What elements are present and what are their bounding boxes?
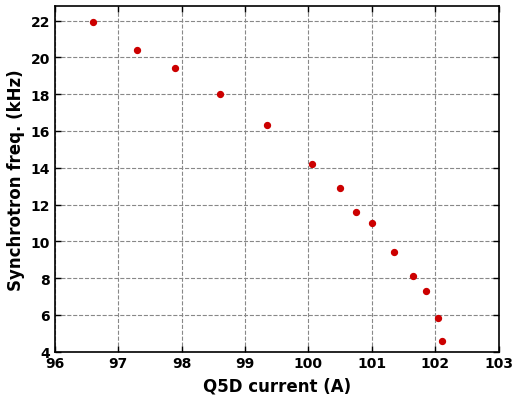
Point bbox=[422, 288, 430, 294]
Point bbox=[437, 338, 446, 344]
X-axis label: Q5D current (A): Q5D current (A) bbox=[203, 376, 351, 394]
Point bbox=[390, 249, 398, 256]
Point bbox=[368, 220, 376, 227]
Point bbox=[352, 209, 360, 216]
Point bbox=[171, 66, 179, 73]
Y-axis label: Synchrotron freq. (kHz): Synchrotron freq. (kHz) bbox=[7, 69, 25, 290]
Point bbox=[215, 92, 224, 98]
Point bbox=[434, 315, 443, 321]
Point bbox=[89, 20, 97, 26]
Point bbox=[409, 273, 417, 280]
Point bbox=[133, 48, 141, 54]
Point bbox=[307, 162, 316, 168]
Point bbox=[336, 185, 344, 192]
Point bbox=[263, 123, 271, 130]
